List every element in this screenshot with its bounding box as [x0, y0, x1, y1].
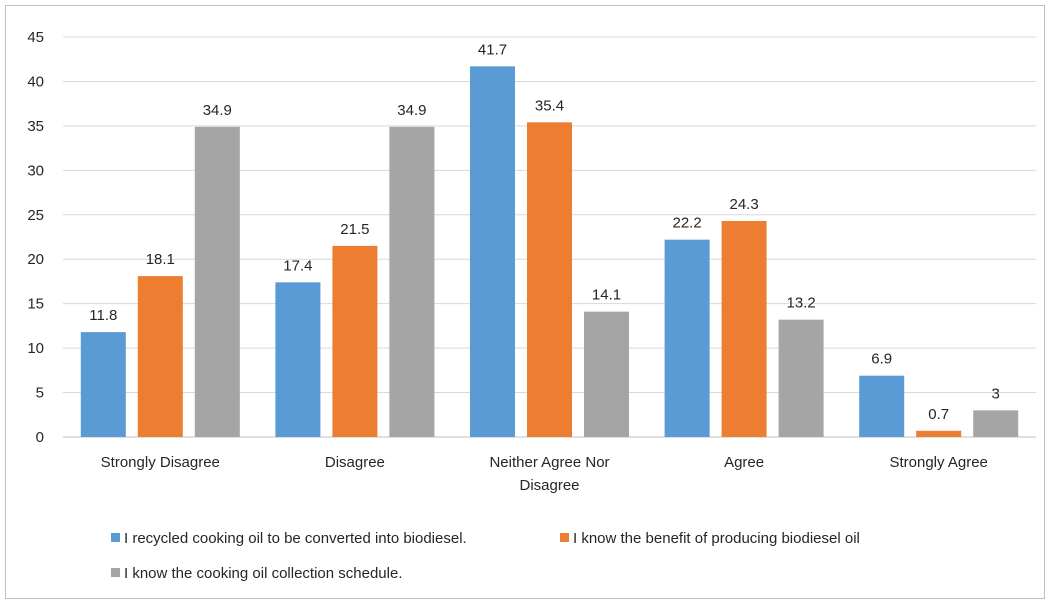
bar: [584, 311, 629, 437]
legend-label: I recycled cooking oil to be converted i…: [124, 530, 467, 547]
bars: [80, 66, 1019, 438]
bar: [389, 126, 435, 438]
legend-swatch: [111, 533, 120, 542]
y-tick-label: 10: [27, 340, 44, 357]
y-tick-label: 30: [27, 162, 44, 179]
category-label: Agree: [724, 454, 764, 471]
bar: [470, 66, 515, 438]
data-label: 41.7: [478, 41, 507, 58]
bar: [721, 221, 767, 437]
data-label: 17.4: [283, 257, 312, 274]
bar: [778, 319, 824, 437]
bar: [664, 239, 710, 437]
data-label: 11.8: [89, 307, 117, 324]
data-label: 22.2: [672, 215, 701, 232]
y-tick-label: 20: [27, 251, 44, 268]
legend-label: I know the cooking oil collection schedu…: [124, 565, 403, 582]
y-tick-label: 15: [27, 296, 44, 313]
data-label: 13.2: [786, 295, 815, 312]
y-tick-label: 35: [27, 118, 44, 135]
chart-frame: 0 5 10 15 20 25 30 35 40 45 11.8 18.1 34.9 17.4 21.5 3…: [5, 5, 1045, 599]
bar: [527, 122, 572, 437]
data-label: 6.9: [871, 351, 892, 368]
bar: [973, 410, 1019, 437]
data-label: 18.1: [146, 251, 175, 268]
data-label: 21.5: [340, 221, 369, 238]
category-label: Neither Agree Nor: [489, 454, 609, 471]
data-labels: 11.8 18.1 34.9 17.4 21.5 34.9 41.7 35.4 14.1 22.2…: [89, 41, 1000, 422]
bar: [194, 126, 240, 438]
y-tick-label: 25: [27, 207, 44, 224]
y-tick-label: 40: [27, 73, 44, 90]
bar: [859, 375, 905, 437]
data-label: 0.7: [928, 406, 949, 423]
y-tick-label: 5: [36, 385, 44, 402]
data-label: 14.1: [592, 287, 621, 304]
data-label: 34.9: [397, 102, 426, 119]
data-label: 34.9: [203, 102, 232, 119]
bar: [332, 245, 378, 437]
data-label: 3: [992, 385, 1000, 402]
legend-swatch: [560, 533, 569, 542]
x-axis-categories: Strongly Disagree Disagree Neither Agree N…: [101, 454, 988, 494]
bar: [80, 332, 126, 437]
category-label: Strongly Disagree: [101, 454, 220, 471]
legend-label: I know the benefit of producing biodiese…: [573, 530, 860, 547]
bar-chart: 0 5 10 15 20 25 30 35 40 45 11.8 18.1 34.9 17.4 21.5 3…: [27, 29, 1036, 582]
category-label: Disagree: [519, 477, 579, 494]
bar: [916, 430, 962, 437]
bar: [275, 282, 321, 437]
legend: I recycled cooking oil to be converted i…: [111, 530, 860, 582]
category-label: Strongly Agree: [889, 454, 987, 471]
data-label: 35.4: [535, 97, 564, 114]
category-label: Disagree: [325, 454, 385, 471]
legend-swatch: [111, 568, 120, 577]
y-axis-ticks: 0 5 10 15 20 25 30 35 40 45: [27, 29, 44, 446]
data-label: 24.3: [729, 196, 758, 213]
bar: [137, 276, 183, 437]
y-tick-label: 45: [27, 29, 44, 46]
y-tick-label: 0: [36, 429, 44, 446]
